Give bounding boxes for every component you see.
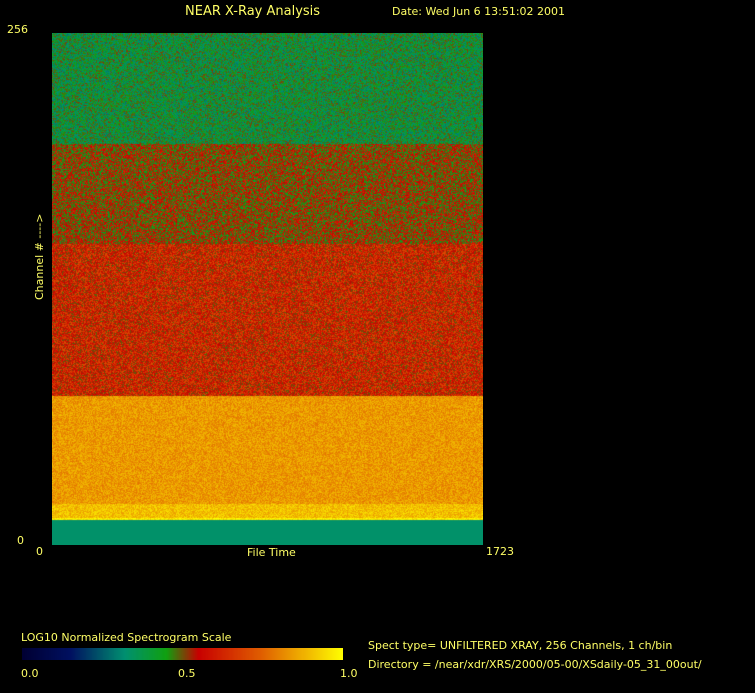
y-axis-label: Channel # ----> bbox=[33, 214, 46, 300]
y-tick-max: 256 bbox=[7, 23, 28, 36]
colorbar-title: LOG10 Normalized Spectrogram Scale bbox=[21, 631, 231, 644]
x-tick-max: 1723 bbox=[486, 545, 514, 558]
colorbar-tick-0: 0.0 bbox=[21, 667, 39, 680]
date-label: Date: Wed Jun 6 13:51:02 2001 bbox=[392, 5, 565, 18]
colorbar bbox=[22, 648, 343, 660]
colorbar-tick-0-5: 0.5 bbox=[178, 667, 196, 680]
spect-type-info: Spect type= UNFILTERED XRAY, 256 Channel… bbox=[368, 639, 672, 652]
y-tick-min: 0 bbox=[17, 534, 24, 547]
chart-title: NEAR X-Ray Analysis bbox=[185, 4, 320, 19]
directory-info: Directory = /near/xdr/XRS/2000/05-00/XSd… bbox=[368, 658, 702, 671]
x-axis-label: File Time bbox=[247, 546, 296, 559]
colorbar-tick-1: 1.0 bbox=[340, 667, 358, 680]
spectrogram-heatmap bbox=[52, 33, 483, 545]
x-tick-min: 0 bbox=[36, 545, 43, 558]
